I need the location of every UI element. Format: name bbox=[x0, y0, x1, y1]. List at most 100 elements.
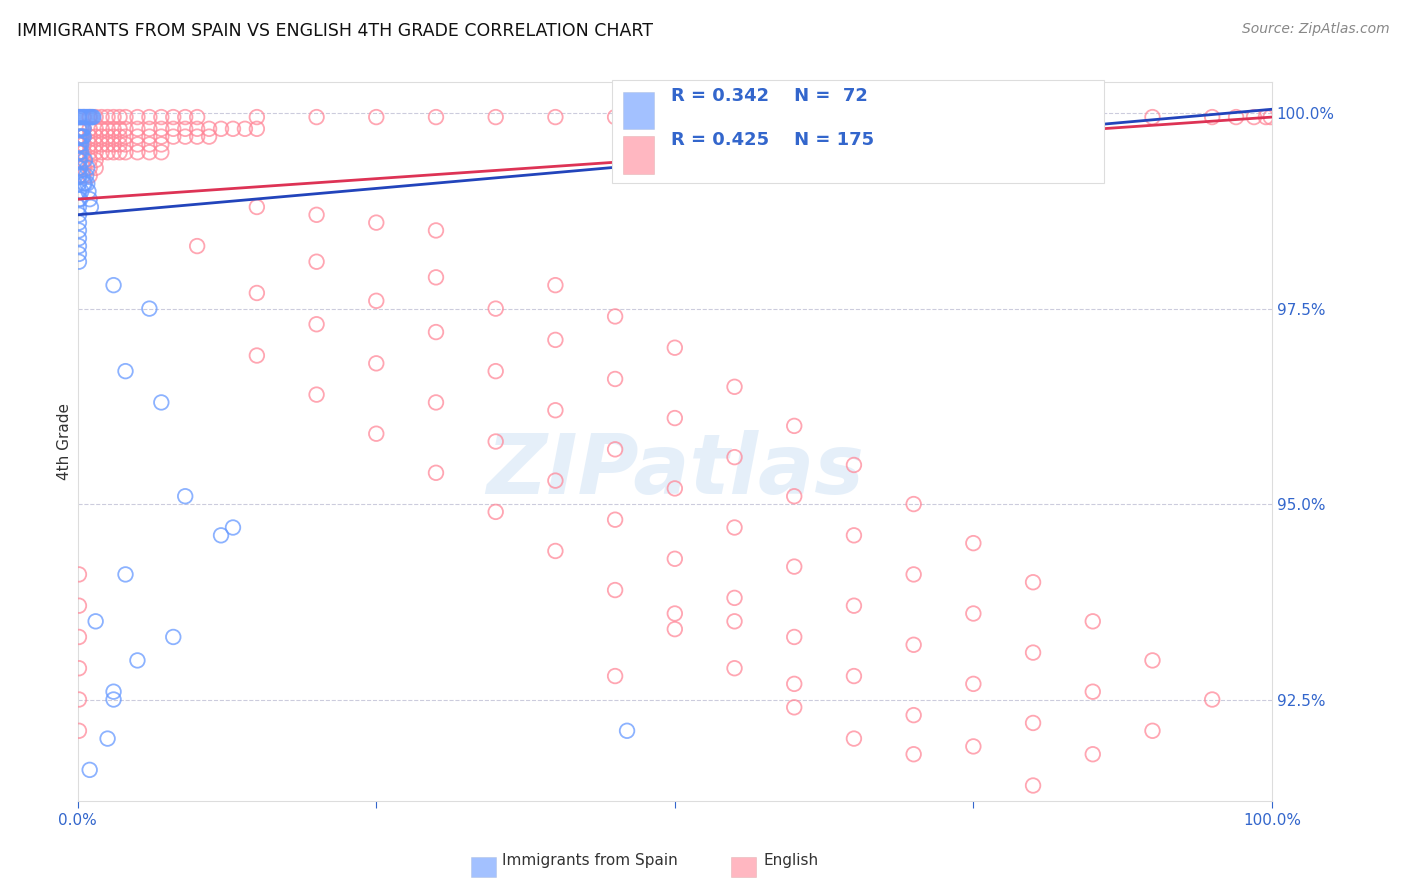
Point bbox=[723, 110, 745, 124]
Point bbox=[73, 110, 96, 124]
Point bbox=[616, 723, 638, 738]
Point bbox=[67, 121, 90, 136]
Point bbox=[305, 387, 328, 401]
Point bbox=[79, 763, 101, 777]
Point bbox=[903, 497, 925, 511]
Point bbox=[1022, 646, 1045, 660]
Text: Immigrants from Spain: Immigrants from Spain bbox=[502, 854, 678, 868]
Point bbox=[108, 145, 131, 160]
Point bbox=[222, 520, 245, 534]
Point bbox=[366, 426, 388, 441]
Point bbox=[84, 615, 107, 629]
Point bbox=[69, 145, 91, 160]
Point bbox=[67, 137, 90, 152]
Point bbox=[962, 536, 984, 550]
Point bbox=[84, 145, 107, 160]
Point bbox=[108, 129, 131, 144]
Point bbox=[1260, 110, 1282, 124]
Point bbox=[903, 567, 925, 582]
Point bbox=[127, 145, 149, 160]
Point bbox=[1081, 615, 1104, 629]
Point bbox=[1022, 779, 1045, 793]
Point bbox=[67, 231, 90, 245]
Point bbox=[67, 200, 90, 214]
Point bbox=[1022, 715, 1045, 730]
Point bbox=[67, 145, 90, 160]
Point bbox=[186, 129, 208, 144]
Point bbox=[103, 110, 125, 124]
Point bbox=[783, 700, 806, 714]
Point bbox=[723, 615, 745, 629]
Point bbox=[73, 121, 96, 136]
Point bbox=[485, 434, 508, 449]
Point bbox=[544, 278, 567, 293]
Point bbox=[150, 121, 173, 136]
Point bbox=[127, 129, 149, 144]
Point bbox=[67, 145, 90, 160]
Text: ZIPatlas: ZIPatlas bbox=[486, 430, 863, 511]
Point bbox=[103, 692, 125, 706]
Point bbox=[84, 153, 107, 167]
Point bbox=[72, 121, 94, 136]
Point bbox=[67, 723, 90, 738]
Point bbox=[84, 110, 107, 124]
Point bbox=[305, 208, 328, 222]
Point bbox=[70, 110, 93, 124]
Point bbox=[69, 121, 91, 136]
Point bbox=[1022, 575, 1045, 590]
Point bbox=[76, 161, 98, 175]
Point bbox=[1142, 653, 1164, 667]
Point bbox=[84, 161, 107, 175]
Point bbox=[783, 489, 806, 503]
Point bbox=[90, 121, 112, 136]
Point bbox=[73, 137, 96, 152]
Point bbox=[72, 169, 94, 183]
Point bbox=[67, 661, 90, 675]
Y-axis label: 4th Grade: 4th Grade bbox=[58, 403, 72, 480]
Point bbox=[73, 161, 96, 175]
Point bbox=[198, 129, 221, 144]
Point bbox=[114, 110, 136, 124]
Point bbox=[150, 129, 173, 144]
Point bbox=[114, 121, 136, 136]
Point bbox=[485, 364, 508, 378]
Point bbox=[366, 216, 388, 230]
Point bbox=[73, 177, 96, 191]
Point bbox=[97, 129, 120, 144]
Point bbox=[76, 110, 98, 124]
Point bbox=[67, 153, 90, 167]
Point bbox=[67, 121, 90, 136]
Point bbox=[73, 121, 96, 136]
Point bbox=[162, 110, 184, 124]
Point bbox=[174, 110, 197, 124]
Point bbox=[67, 161, 90, 175]
Point bbox=[67, 129, 90, 144]
Point bbox=[108, 110, 131, 124]
Point bbox=[425, 223, 447, 237]
Point bbox=[80, 200, 103, 214]
Point bbox=[73, 110, 96, 124]
Point bbox=[1142, 723, 1164, 738]
Point bbox=[67, 110, 90, 124]
Point bbox=[1081, 747, 1104, 762]
Point bbox=[103, 145, 125, 160]
Point bbox=[1022, 110, 1045, 124]
Point bbox=[903, 708, 925, 723]
Point bbox=[162, 121, 184, 136]
Point bbox=[233, 121, 256, 136]
Point bbox=[69, 161, 91, 175]
Point bbox=[664, 551, 686, 566]
Point bbox=[79, 192, 101, 206]
Point bbox=[73, 110, 96, 124]
Point bbox=[97, 110, 120, 124]
Point bbox=[76, 177, 98, 191]
Text: English: English bbox=[763, 854, 818, 868]
Point bbox=[1243, 110, 1265, 124]
Point bbox=[108, 137, 131, 152]
Point bbox=[962, 677, 984, 691]
Point bbox=[73, 169, 96, 183]
Point bbox=[664, 341, 686, 355]
Point bbox=[842, 110, 865, 124]
Point bbox=[114, 129, 136, 144]
Point bbox=[70, 121, 93, 136]
